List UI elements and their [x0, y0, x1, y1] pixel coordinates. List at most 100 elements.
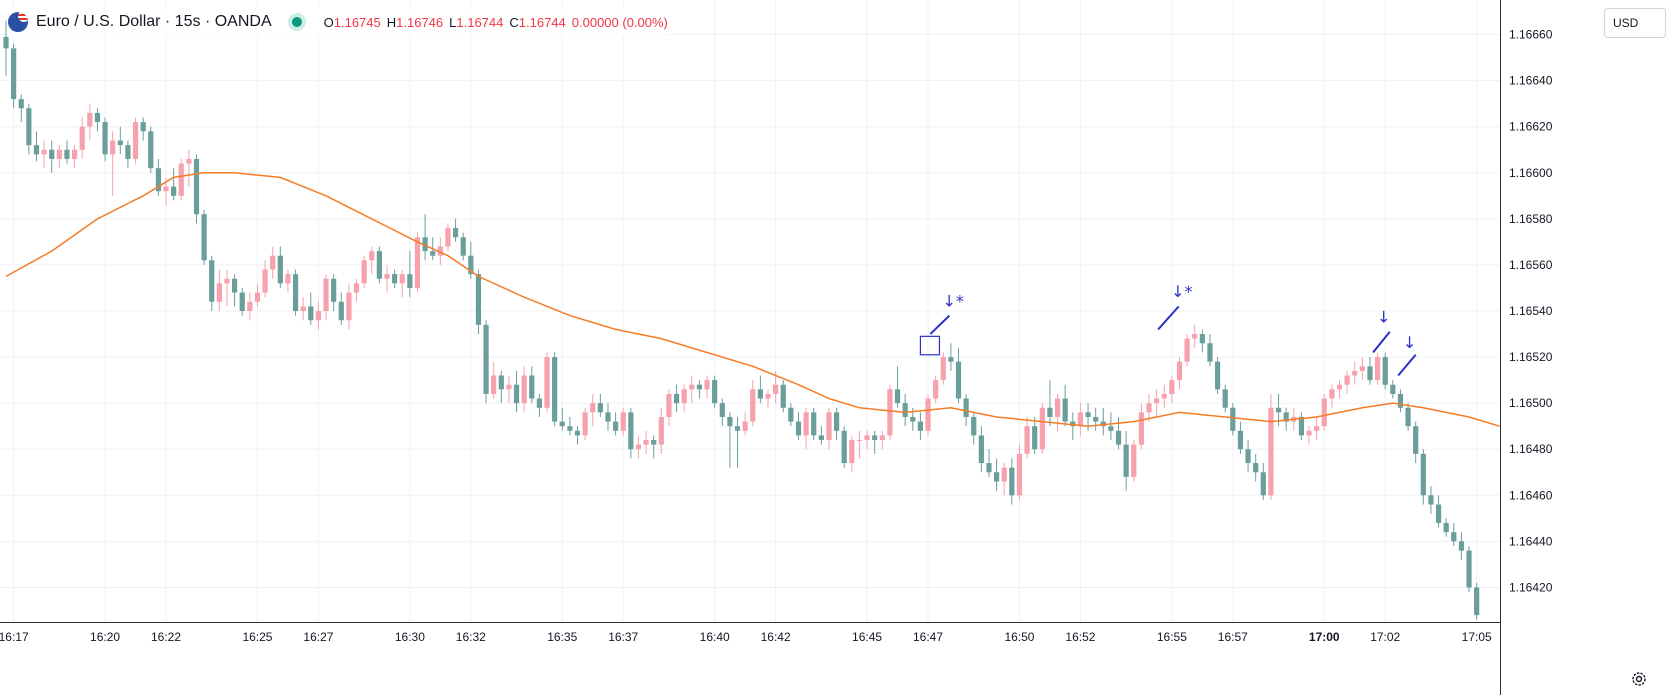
candle-body [186, 158, 192, 164]
price-tick-label: 1.16540 [1509, 304, 1553, 318]
candle-body [727, 416, 733, 427]
candle-body [963, 398, 969, 417]
candle-body [1207, 343, 1213, 362]
time-tick-label: 16:22 [151, 630, 181, 644]
candle-body [872, 435, 878, 441]
price-tick-label: 1.16420 [1509, 580, 1553, 594]
candle-body [1443, 522, 1449, 533]
candle-body [323, 278, 329, 311]
candle-body [994, 472, 1000, 482]
candle-body [1397, 393, 1404, 408]
candle-body [986, 463, 992, 473]
candle-body [811, 412, 817, 436]
candle-body [285, 274, 291, 284]
time-tick-label: 16:27 [303, 630, 333, 644]
time-tick-label: 16:35 [547, 630, 577, 644]
close-label: C [509, 14, 519, 30]
price-tick-label: 1.16600 [1509, 166, 1553, 180]
candle-body [574, 430, 581, 436]
time-tick-label: 16:52 [1065, 630, 1095, 644]
chart-legend: Euro / U.S. Dollar · 15s · OANDA O1.1674… [8, 8, 668, 36]
candle-body [308, 306, 314, 321]
candle-body [1009, 467, 1015, 496]
candle-body [773, 384, 779, 394]
time-tick-label: 16:25 [242, 630, 272, 644]
candle-body [178, 163, 184, 196]
candle-body [734, 426, 741, 431]
symbol-title[interactable]: Euro / U.S. Dollar · 15s · OANDA [36, 13, 272, 30]
price-tick-label: 1.16460 [1509, 488, 1553, 502]
candle-body [1024, 426, 1030, 454]
candle-body [856, 440, 863, 442]
candle-body [201, 214, 207, 261]
candle-body [1382, 357, 1388, 385]
candle-body [460, 237, 466, 256]
candle-body [864, 435, 870, 441]
candle-body [879, 435, 885, 441]
candle-body [742, 421, 748, 431]
candle-body [1001, 467, 1007, 482]
candle-body [582, 412, 588, 436]
candle-body [1077, 412, 1084, 427]
candle-body [1352, 370, 1358, 376]
candle-body [422, 237, 428, 252]
time-tick-label: 16:42 [761, 630, 791, 644]
time-tick-label: 16:47 [913, 630, 943, 644]
time-tick-label: 16:20 [90, 630, 120, 644]
candle-body [1230, 407, 1236, 431]
candle-body [148, 131, 154, 169]
annotation-line [1372, 331, 1391, 354]
candle-body [712, 380, 718, 404]
candle-body [658, 416, 664, 445]
annotation-line [929, 314, 951, 335]
price-tick-label: 1.16480 [1509, 442, 1553, 456]
annotation-label: ↓* [942, 291, 963, 310]
candle-body [544, 357, 550, 408]
candle-body [780, 384, 786, 408]
time-tick-label: 16:55 [1157, 630, 1187, 644]
annotation-label: ↓ [1377, 308, 1390, 327]
candle-body [841, 430, 847, 464]
candle-body [1375, 357, 1381, 381]
candle-body [757, 389, 763, 399]
high-value: 1.16746 [396, 14, 444, 30]
candle-body [1275, 407, 1282, 413]
candle-body [1435, 504, 1442, 523]
eurusd-flag-icon[interactable] [8, 12, 28, 32]
candle-body [468, 255, 474, 275]
candle-body [765, 393, 771, 399]
currency-button[interactable]: USD [1604, 8, 1666, 38]
moving-average-line [5, 172, 1500, 427]
candle-body [262, 269, 268, 293]
candle-body [1062, 398, 1068, 422]
candle-body [933, 380, 939, 399]
time-tick-label: 16:57 [1218, 630, 1248, 644]
candle-body [1108, 426, 1114, 431]
candle-body [239, 292, 245, 311]
annotation-line [1157, 305, 1180, 331]
candle-body [87, 112, 93, 127]
candle-body [1405, 407, 1411, 427]
candle-body [430, 251, 436, 256]
candle-body [475, 274, 482, 325]
candle-body [1176, 361, 1183, 381]
price-tick-label: 1.16640 [1509, 74, 1553, 88]
candle-body [1298, 416, 1304, 436]
candle-body [498, 375, 504, 390]
candle-body [1054, 398, 1061, 417]
gear-icon[interactable] [1630, 670, 1648, 688]
candle-body [491, 375, 497, 394]
candle-body [407, 274, 413, 288]
high-label: H [386, 14, 397, 30]
candle-body [26, 108, 32, 146]
annotation-label: ↓ [1403, 333, 1416, 352]
candle-body [1413, 426, 1419, 454]
candle-body [910, 416, 916, 422]
candle-body [300, 306, 306, 311]
candle-body [651, 440, 657, 445]
candle-body [1100, 421, 1106, 427]
candle-body [1283, 412, 1289, 422]
candle-body [1214, 361, 1221, 390]
candle-body [445, 228, 451, 247]
